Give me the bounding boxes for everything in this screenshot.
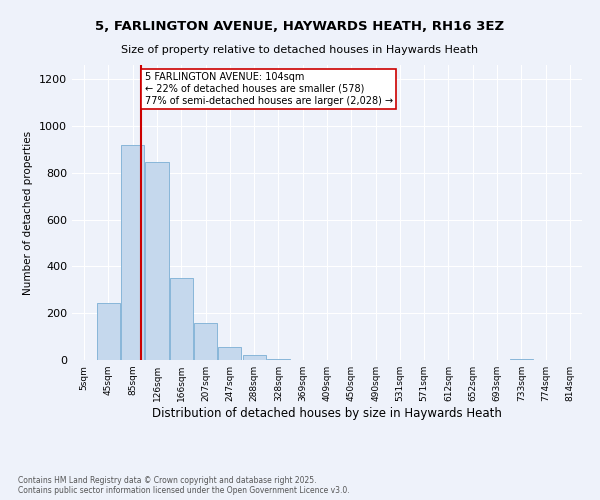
Text: 5 FARLINGTON AVENUE: 104sqm
← 22% of detached houses are smaller (578)
77% of se: 5 FARLINGTON AVENUE: 104sqm ← 22% of det… (145, 72, 393, 106)
Bar (97, 302, 120, 360)
Bar (145, 162, 169, 360)
X-axis label: Distribution of detached houses by size in Haywards Heath: Distribution of detached houses by size … (152, 407, 502, 420)
Bar (267, 359, 290, 360)
Bar (121, 144, 144, 360)
Y-axis label: Number of detached properties: Number of detached properties (23, 130, 34, 294)
Text: Contains HM Land Registry data © Crown copyright and database right 2025.
Contai: Contains HM Land Registry data © Crown c… (18, 476, 350, 495)
Bar (510, 359, 533, 360)
Bar (170, 278, 193, 360)
Text: 5, FARLINGTON AVENUE, HAYWARDS HEATH, RH16 3EZ: 5, FARLINGTON AVENUE, HAYWARDS HEATH, RH… (95, 20, 505, 33)
Bar (194, 322, 217, 360)
Bar (218, 347, 241, 360)
Bar (242, 356, 266, 360)
Text: Size of property relative to detached houses in Haywards Heath: Size of property relative to detached ho… (121, 45, 479, 55)
